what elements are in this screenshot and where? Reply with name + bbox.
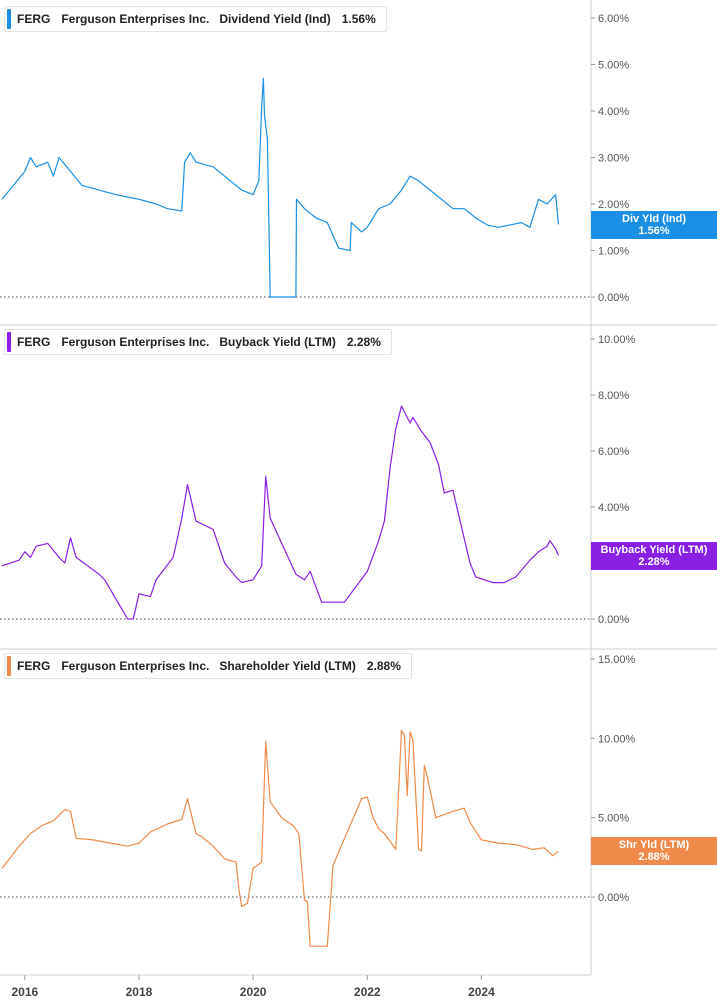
tag-value: 2.28% <box>638 556 670 568</box>
x-tick-label: 2022 <box>354 985 381 999</box>
y-tick-label: 4.00% <box>598 106 629 118</box>
dividend-color-swatch <box>7 9 11 29</box>
legend-shareholder-yield: FERG Ferguson Enterprises Inc. Sharehold… <box>4 653 412 679</box>
shareholder-yield-line <box>1 729 559 947</box>
legend-buyback-yield: FERG Ferguson Enterprises Inc. Buyback Y… <box>4 329 392 355</box>
y-tick-label: 0.00% <box>598 292 629 304</box>
legend-company: Ferguson Enterprises Inc. <box>61 659 210 673</box>
x-tick-label: 2016 <box>11 985 38 999</box>
legend-company: Ferguson Enterprises Inc. <box>61 335 210 349</box>
legend-value: 2.28% <box>346 335 381 349</box>
legend-dividend-yield: FERG Ferguson Enterprises Inc. Dividend … <box>4 6 387 32</box>
legend-value: 1.56% <box>341 12 376 26</box>
y-tick-label: 5.00% <box>598 60 629 72</box>
x-tick-label: 2020 <box>240 985 267 999</box>
tag-label: Buyback Yield (LTM) <box>600 544 708 556</box>
buyback-value-tag: Buyback Yield (LTM) 2.28% <box>591 542 717 570</box>
y-tick-label: 15.00% <box>598 654 636 666</box>
tag-label: Shr Yld (LTM) <box>618 839 690 851</box>
legend-value: 2.88% <box>366 659 401 673</box>
tag-value: 1.56% <box>638 225 670 237</box>
y-tick-label: 4.00% <box>598 502 629 514</box>
dividend-value-tag: Div Yld (Ind) 1.56% <box>591 211 717 239</box>
y-tick-label: 5.00% <box>598 813 629 825</box>
legend-metric: Shareholder Yield (LTM) <box>219 659 356 673</box>
y-tick-label: 6.00% <box>598 13 629 25</box>
shareholder-value-tag: Shr Yld (LTM) 2.88% <box>591 837 717 865</box>
x-tick-label: 2024 <box>468 985 495 999</box>
x-tick-label: 2018 <box>126 985 153 999</box>
legend-ticker: FERG <box>17 12 51 26</box>
y-tick-label: 3.00% <box>598 153 629 165</box>
legend-metric: Buyback Yield (LTM) <box>219 335 336 349</box>
y-tick-label: 10.00% <box>598 334 636 346</box>
tag-value: 2.88% <box>638 851 670 863</box>
y-tick-label: 8.00% <box>598 390 629 402</box>
dividend-yield-line <box>1 77 560 298</box>
legend-metric: Dividend Yield (Ind) <box>219 12 331 26</box>
y-tick-label: 0.00% <box>598 892 629 904</box>
y-tick-label: 1.00% <box>598 246 629 258</box>
buyback-color-swatch <box>7 332 11 352</box>
legend-company: Ferguson Enterprises Inc. <box>61 12 210 26</box>
legend-ticker: FERG <box>17 659 51 673</box>
tag-label: Div Yld (Ind) <box>622 213 686 225</box>
y-tick-label: 0.00% <box>598 614 629 626</box>
shareholder-color-swatch <box>7 656 11 676</box>
buyback-yield-line <box>1 405 560 620</box>
y-tick-label: 6.00% <box>598 446 629 458</box>
y-tick-label: 2.00% <box>598 199 629 211</box>
y-tick-label: 10.00% <box>598 733 636 745</box>
legend-ticker: FERG <box>17 335 51 349</box>
